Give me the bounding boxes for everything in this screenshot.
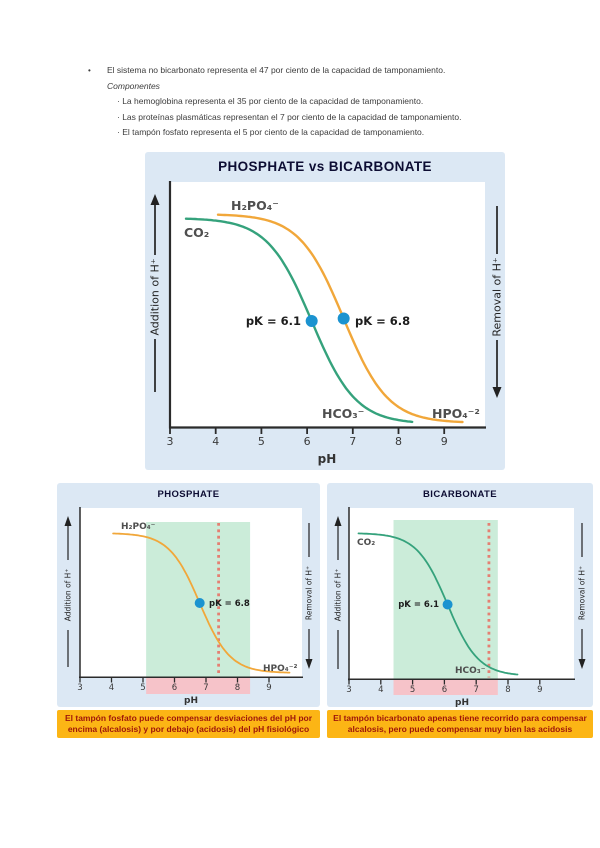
- x-ticks: 3 4 5 6 7 8 9: [346, 680, 543, 695]
- tick-label: 6: [304, 435, 311, 448]
- curve-bicarbonate: [357, 532, 519, 676]
- pk-point-bicarbonate: [305, 315, 318, 327]
- chart-title-bicarbonate: BICARBONATE: [423, 489, 497, 500]
- x-ticks: 3 4 5 6 7 8 9: [167, 428, 448, 448]
- plot-area: [170, 182, 485, 428]
- tick-label: 8: [395, 435, 402, 448]
- tick-label: 4: [378, 685, 383, 695]
- chart-panel-phosphate: 3 4 5 6 7 8 9 H₂PO₄⁻ HPO₄⁻² pK = 6.8 pH Additi…: [57, 483, 320, 707]
- y-axis-label-right: Removal of H⁺: [578, 566, 587, 620]
- tick-label: 3: [77, 683, 82, 693]
- label-co2: CO₂: [184, 225, 209, 240]
- tick-label: 4: [109, 683, 114, 693]
- tick-label: 7: [473, 685, 478, 695]
- note-item-proteins: Las proteínas plasmáticas representan el…: [117, 110, 570, 126]
- curves: [112, 532, 291, 674]
- label-hco3: HCO₃⁻: [322, 406, 364, 421]
- pk-point-phosphate: [337, 312, 350, 325]
- label-h2po4: H₂PO₄⁻: [121, 522, 156, 532]
- chart-main-plot: 3 4 5 6 7 8 9 CO₂ H₂PO₄⁻ HCO₃⁻ HPO₄⁻² pK = 6.1…: [149, 181, 504, 466]
- label-h2po4: H₂PO₄⁻: [231, 198, 279, 213]
- axis-band: [146, 678, 251, 694]
- x-axis-title: pH: [318, 452, 337, 466]
- chart-title-main: PHOSPHATE vs BICARBONATE: [218, 159, 432, 174]
- tick-label: 3: [167, 435, 174, 448]
- curve-bicarbonate: [184, 217, 414, 424]
- pk-label: pK = 6.1: [398, 600, 439, 610]
- label-hpo4: HPO₄⁻²: [432, 406, 480, 421]
- label-hco3: HCO₃⁻: [455, 666, 486, 676]
- pk-point-bicarbonate: [442, 599, 453, 610]
- tick-label: 5: [258, 435, 265, 448]
- tick-label: 8: [235, 683, 240, 693]
- chart-panel-bicarbonate: 3 4 5 6 7 8 9 CO₂ HCO₃⁻ pK = 6.1 pH Addition o…: [327, 483, 593, 707]
- addition-arrow-icon: [150, 194, 160, 392]
- y-axis-label-right: Removal of H⁺: [305, 566, 314, 620]
- tick-label: 6: [172, 683, 177, 693]
- caption-phosphate: El tampón fosfato puede compensar desvia…: [57, 710, 320, 738]
- x-axis-title: pH: [455, 698, 469, 707]
- label-hpo4: HPO₄⁻²: [263, 664, 297, 674]
- note-item-phosphate: El tampón fosfato representa el 5 por ci…: [117, 125, 570, 141]
- chart-title-phosphate: PHOSPHATE: [157, 489, 220, 500]
- x-axis-title: pH: [184, 696, 198, 706]
- tick-label: 3: [346, 685, 351, 695]
- tick-label: 5: [140, 683, 145, 693]
- tick-label: 7: [203, 683, 208, 693]
- tick-label: 5: [410, 685, 415, 695]
- note-item-hemoglobin: La hemoglobina representa el 35 por cien…: [117, 94, 570, 110]
- addition-arrow-icon: [334, 516, 342, 669]
- pk-point-phosphate: [194, 598, 205, 608]
- tick-label: 7: [349, 435, 356, 448]
- tick-label: 9: [537, 685, 542, 695]
- bullet-icon: [88, 63, 107, 79]
- tick-label: 9: [441, 435, 448, 448]
- removal-arrow-icon: [305, 523, 313, 669]
- tick-label: 6: [442, 685, 447, 695]
- y-axis-label-right: Removal of H⁺: [491, 257, 504, 337]
- curves: [184, 213, 464, 424]
- pk-label-phosphate: pK = 6.8: [355, 314, 410, 328]
- addition-arrow-icon: [64, 516, 72, 667]
- chart-bicarbonate-plot: 3 4 5 6 7 8 9 CO₂ HCO₃⁻ pK = 6.1 pH Addition o…: [334, 507, 587, 707]
- y-axis-label-left: Addition of H⁺: [149, 258, 162, 335]
- tick-label: 9: [266, 683, 271, 693]
- curves: [357, 532, 519, 676]
- axis-band: [393, 680, 498, 695]
- curve-phosphate: [216, 213, 464, 424]
- x-ticks: 3 4 5 6 7 8 9: [77, 678, 272, 693]
- y-axis-label-left: Addition of H⁺: [64, 569, 73, 622]
- y-axis-label-left: Addition of H⁺: [334, 569, 343, 622]
- chart-panel-main: 3 4 5 6 7 8 9 CO₂ H₂PO₄⁻ HCO₃⁻ HPO₄⁻² pK = 6.1…: [145, 152, 505, 470]
- caption-bicarbonate: El tampón bicarbonato apenas tiene recor…: [327, 710, 593, 738]
- tick-label: 4: [212, 435, 219, 448]
- note-intro-text: El sistema no bicarbonato representa el …: [107, 65, 446, 75]
- note-line-intro: El sistema no bicarbonato representa el …: [88, 63, 570, 79]
- pk-label: pK = 6.8: [209, 599, 250, 609]
- notes-block: El sistema no bicarbonato representa el …: [88, 63, 570, 141]
- removal-arrow-icon: [492, 206, 502, 398]
- tick-label: 8: [505, 685, 510, 695]
- label-co2: CO₂: [357, 538, 375, 548]
- chart-phosphate-plot: 3 4 5 6 7 8 9 H₂PO₄⁻ HPO₄⁻² pK = 6.8 pH Additi…: [64, 507, 314, 706]
- pk-label-bicarbonate: pK = 6.1: [246, 314, 301, 328]
- removal-arrow-icon: [578, 523, 586, 669]
- note-subtitle: Componentes: [107, 80, 160, 91]
